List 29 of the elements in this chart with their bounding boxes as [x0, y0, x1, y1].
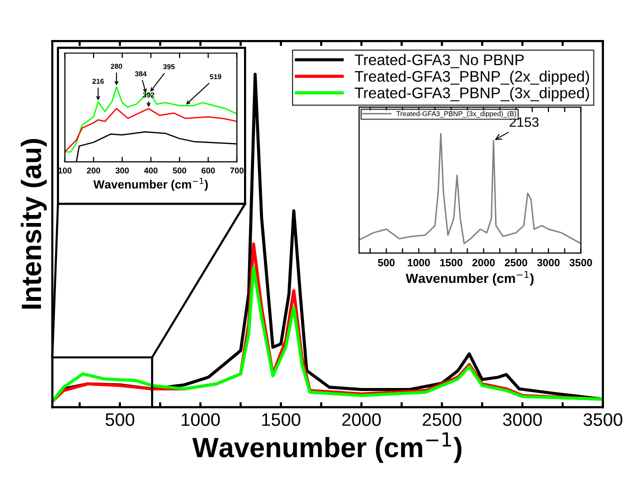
x-tick-label: 500 [106, 413, 134, 426]
x-tick-label: 1000 [182, 413, 220, 426]
x-axis-title: Wavenumber (cm$^{−1}$) [93, 178, 208, 191]
x-tick-label: 3000 [537, 258, 560, 266]
x-axis-title: Wavenumber (cm$^{−1}$) [192, 432, 462, 463]
x-tick-label: 400 [144, 168, 158, 174]
x-tick-label: 1500 [440, 258, 462, 266]
x-tick-label: 500 [172, 168, 186, 174]
x-tick-label: 200 [86, 168, 100, 174]
x-tick-label: 2500 [422, 413, 462, 426]
x-tick-label: 1000 [408, 258, 430, 266]
annotation: 2153 [510, 117, 539, 127]
x-tick-label: 500 [378, 258, 395, 266]
legend-label: Treated-GFA3_PBNP_(3x_dipped) [354, 87, 589, 102]
x-tick-label: 700 [230, 168, 244, 174]
x-tick-label: 600 [202, 168, 215, 174]
legend-label: Treated-GFA3_PBNP_(2x_dipped) [354, 70, 589, 85]
x-tick-label: 2000 [342, 413, 381, 426]
x-axis-title: Wavenumber (cm$^{−1}$) [406, 271, 534, 286]
x-tick-label: 100 [58, 168, 72, 174]
x-tick-label: 2500 [504, 258, 528, 266]
y-axis-title: Intensity (au) [20, 139, 47, 309]
x-tick-label: 3500 [570, 258, 592, 266]
x-tick-label: 2000 [472, 258, 495, 266]
x-tick-label: 3500 [584, 413, 622, 426]
legend-label: Treated-GFA3_No PBNP [354, 54, 524, 68]
x-tick-label: 1500 [262, 413, 300, 426]
x-tick-label: 3000 [503, 413, 542, 426]
x-tick-label: 300 [115, 168, 129, 174]
